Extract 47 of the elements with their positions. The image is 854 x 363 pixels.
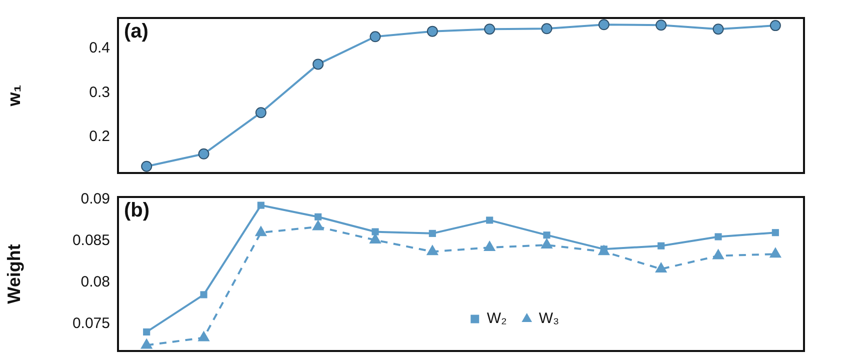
point bbox=[769, 247, 782, 258]
point bbox=[714, 233, 722, 240]
point bbox=[712, 248, 724, 260]
point bbox=[254, 226, 267, 236]
y-axis-title: w₁ bbox=[4, 84, 24, 108]
y-tick-label: 0.075 bbox=[72, 314, 110, 332]
legend-label: W₂ bbox=[486, 310, 508, 328]
point bbox=[200, 291, 208, 298]
point bbox=[772, 229, 779, 236]
point bbox=[370, 31, 381, 42]
y-tick-label: 0.08 bbox=[80, 273, 110, 290]
y-tick-label: 0.3 bbox=[89, 84, 110, 101]
point bbox=[543, 232, 550, 239]
point bbox=[658, 242, 665, 250]
point bbox=[598, 19, 610, 30]
point bbox=[426, 244, 438, 256]
point bbox=[198, 330, 210, 342]
point bbox=[484, 24, 496, 35]
annotation: (a) bbox=[124, 20, 148, 43]
point bbox=[198, 148, 210, 160]
point bbox=[540, 238, 553, 249]
y-axis-title: Weight bbox=[4, 244, 24, 304]
point bbox=[255, 107, 266, 118]
y-tick-label: 0.09 bbox=[80, 190, 110, 208]
point bbox=[484, 240, 496, 252]
point bbox=[712, 24, 724, 35]
point bbox=[426, 26, 438, 37]
point bbox=[655, 262, 668, 273]
annotation: (b) bbox=[124, 200, 150, 222]
point bbox=[140, 338, 153, 349]
y-tick-label: 0.085 bbox=[72, 232, 110, 250]
point bbox=[656, 20, 667, 31]
point bbox=[257, 202, 264, 209]
point bbox=[372, 228, 379, 236]
point bbox=[428, 230, 436, 237]
point bbox=[312, 58, 324, 70]
point bbox=[486, 216, 494, 224]
point bbox=[141, 160, 152, 172]
y-tick-label: 0.2 bbox=[89, 128, 110, 146]
legend-label: W₃ bbox=[538, 310, 560, 328]
point bbox=[598, 244, 610, 256]
point bbox=[143, 328, 150, 336]
point bbox=[312, 220, 324, 230]
point bbox=[541, 23, 552, 34]
y-tick-label: 0.4 bbox=[89, 39, 110, 56]
point bbox=[314, 213, 322, 220]
point bbox=[770, 20, 781, 32]
